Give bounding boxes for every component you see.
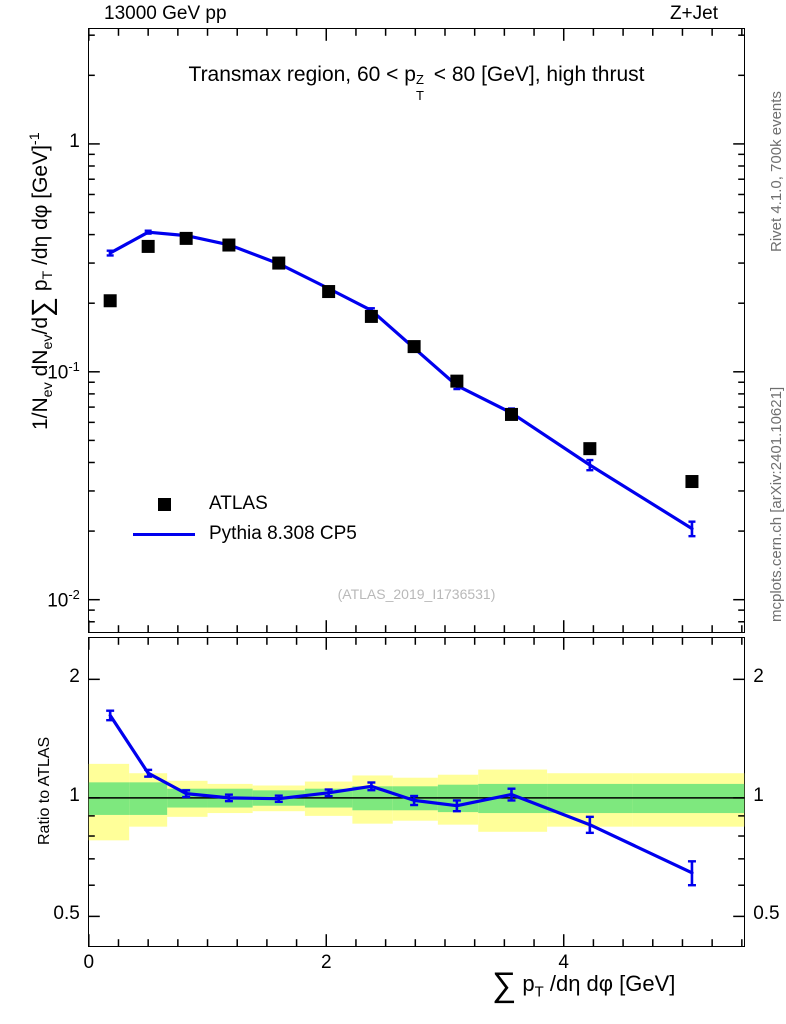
x-tick-label-4: 4 [558, 952, 569, 974]
y-tick-label-main-0.1: 10-1 [47, 358, 80, 384]
ratio-y-tick-label-right-0.5: 0.5 [753, 903, 780, 925]
legend-marker-line-icon [125, 532, 203, 536]
x-tick-label-0: 0 [83, 952, 95, 974]
legend-entry-pythia: Pythia 8.308 CP5 [125, 519, 357, 549]
ratio-y-tick-label-1: 1 [69, 784, 80, 806]
title-subscript: T [415, 88, 424, 103]
ratio-y-tick-label-2: 2 [69, 666, 80, 688]
y-tick-label-main-1: 1 [69, 130, 80, 152]
mcplots-source-label: mcplots.cern.ch [arXiv:2401.10621] [768, 386, 785, 622]
legend-label-atlas: ATLAS [209, 493, 268, 514]
y-axis-label: 1/Nev dNev/d∑ pT /dη dφ [GeV]-1 [26, 132, 57, 430]
plot-title-text: Transmax region, 60 < p [188, 63, 416, 86]
legend: ATLAS Pythia 8.308 CP5 [125, 489, 357, 549]
rivet-version-label: Rivet 4.1.0, 700k events [768, 91, 785, 252]
header-process: Z+Jet [669, 3, 718, 24]
title-superscript: Z [415, 72, 424, 87]
header-collision-energy: 13000 GeV pp [104, 3, 227, 24]
legend-label-pythia: Pythia 8.308 CP5 [209, 523, 357, 544]
plot-title-rest: < 80 [GeV], high thrust [427, 63, 645, 86]
analysis-watermark: (ATLAS_2019_I1736531) [337, 586, 496, 602]
x-tick-label-2: 2 [320, 952, 332, 974]
y-tick-label-main-0.01: 10-2 [47, 586, 80, 612]
x-axis-label: ∑ pT /dη dφ [GeV] [492, 966, 676, 1004]
plot-title: Transmax region, 60 < p Z T < 80 [GeV], … [88, 63, 745, 103]
legend-entry-atlas: ATLAS [125, 489, 357, 519]
ratio-plot-panel [88, 637, 745, 947]
legend-marker-square-icon [125, 497, 203, 511]
ratio-y-tick-label-right-1: 1 [753, 784, 764, 806]
ratio-y-tick-label-0.5: 0.5 [53, 903, 80, 925]
ratio-y-tick-label-right-2: 2 [753, 666, 764, 688]
ratio-y-axis-label: Ratio to ATLAS [36, 736, 53, 845]
